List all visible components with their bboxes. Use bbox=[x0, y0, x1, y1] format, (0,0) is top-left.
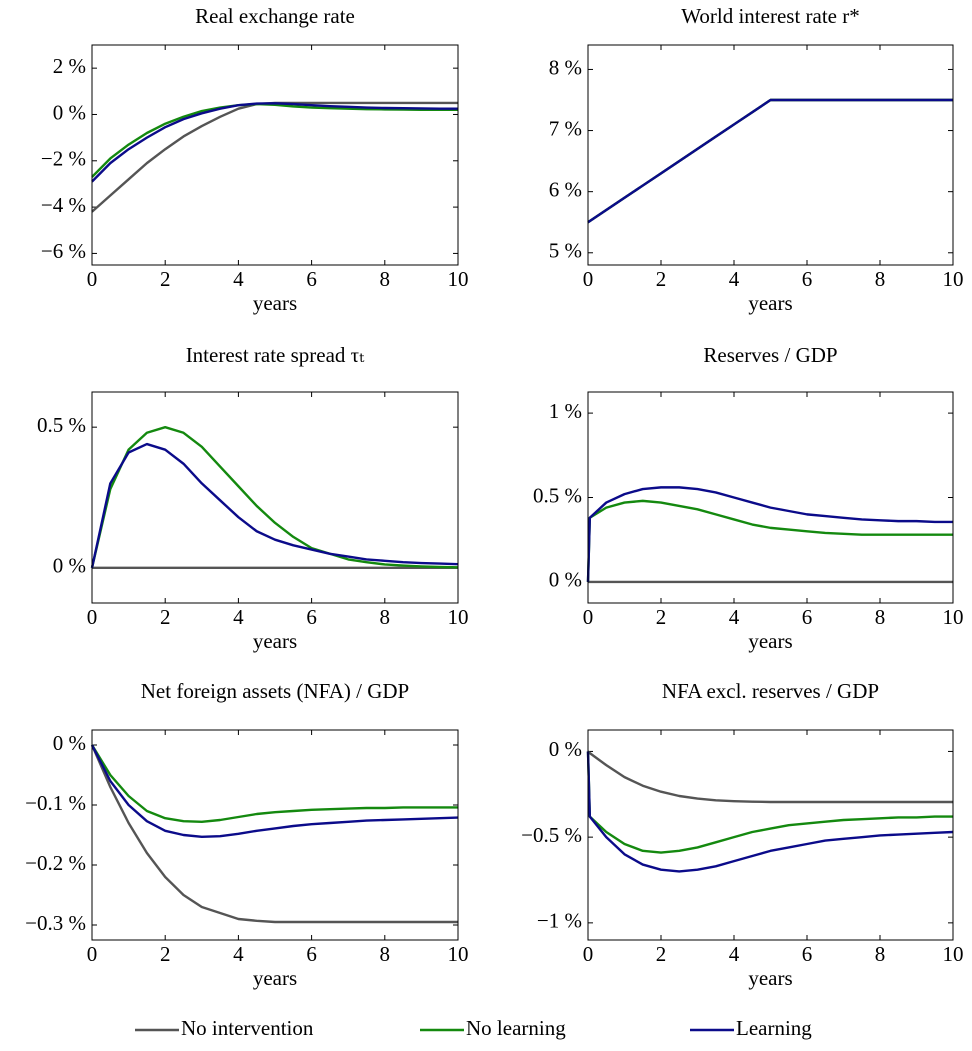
series-line bbox=[587, 98, 953, 224]
y-tick-label: 2 % bbox=[53, 54, 86, 78]
y-tick-label: 0 % bbox=[549, 737, 582, 761]
series-line bbox=[587, 98, 953, 224]
x-axis-label: years bbox=[253, 291, 297, 315]
x-tick-label: 4 bbox=[233, 942, 244, 966]
series-line bbox=[90, 744, 459, 838]
x-tick-label: 8 bbox=[875, 605, 886, 629]
x-tick-label: 8 bbox=[875, 942, 886, 966]
series-line bbox=[91, 101, 458, 213]
series-line bbox=[587, 750, 953, 804]
x-tick-label: 6 bbox=[306, 942, 317, 966]
x-axis-label: years bbox=[748, 291, 792, 315]
y-tick-label: −0.3 % bbox=[25, 911, 86, 935]
series-line bbox=[90, 744, 458, 823]
x-tick-label: 4 bbox=[729, 267, 740, 291]
y-tick-label: −1 % bbox=[537, 909, 582, 933]
series-line bbox=[90, 744, 458, 924]
y-tick-label: 8 % bbox=[549, 55, 582, 79]
y-tick-label: 0.5 % bbox=[37, 413, 86, 437]
y-tick-label: −0.1 % bbox=[25, 791, 86, 815]
x-tick-label: 10 bbox=[448, 942, 469, 966]
x-tick-label: 10 bbox=[943, 605, 964, 629]
x-tick-label: 8 bbox=[380, 267, 391, 291]
x-tick-label: 10 bbox=[943, 942, 964, 966]
x-tick-label: 10 bbox=[943, 267, 964, 291]
chart-title: NFA excl. reserves / GDP bbox=[662, 679, 879, 703]
legend-label: No learning bbox=[466, 1016, 566, 1040]
series-line bbox=[587, 98, 953, 224]
x-tick-label: 0 bbox=[583, 605, 594, 629]
plot-frame bbox=[587, 44, 954, 266]
y-tick-label: −2 % bbox=[41, 147, 86, 171]
chart-title: Net foreign assets (NFA) / GDP bbox=[141, 679, 410, 703]
x-tick-label: 6 bbox=[306, 605, 317, 629]
y-tick-label: −0.5 % bbox=[521, 823, 582, 847]
y-tick-label: 1 % bbox=[549, 399, 582, 423]
series-line bbox=[91, 102, 458, 178]
y-tick-label: 0 % bbox=[549, 568, 582, 592]
x-tick-label: 4 bbox=[233, 267, 244, 291]
series-line bbox=[586, 486, 953, 582]
x-tick-label: 8 bbox=[380, 942, 391, 966]
y-tick-label: 0.5 % bbox=[533, 483, 582, 507]
chart-title: Real exchange rate bbox=[195, 4, 355, 28]
x-tick-label: 10 bbox=[448, 267, 469, 291]
x-tick-label: 0 bbox=[583, 942, 594, 966]
y-tick-label: 5 % bbox=[549, 239, 582, 263]
x-tick-label: 2 bbox=[656, 942, 667, 966]
x-tick-label: 4 bbox=[233, 605, 244, 629]
y-tick-label: 6 % bbox=[549, 177, 582, 201]
y-tick-label: 0 % bbox=[53, 100, 86, 124]
chart-title: World interest rate r* bbox=[681, 4, 860, 28]
x-tick-label: 10 bbox=[448, 605, 469, 629]
series-line bbox=[586, 499, 953, 582]
y-tick-label: 0 % bbox=[53, 731, 86, 755]
x-tick-label: 2 bbox=[160, 942, 171, 966]
x-tick-label: 6 bbox=[802, 942, 813, 966]
legend-label: No intervention bbox=[181, 1016, 314, 1040]
x-tick-label: 4 bbox=[729, 942, 740, 966]
x-axis-label: years bbox=[253, 966, 297, 990]
x-tick-label: 6 bbox=[802, 605, 813, 629]
plot-frame bbox=[91, 391, 459, 604]
y-tick-label: −0.2 % bbox=[25, 851, 86, 875]
legend-label: Learning bbox=[736, 1016, 812, 1040]
x-tick-label: 4 bbox=[729, 605, 740, 629]
series-line bbox=[90, 425, 459, 569]
x-tick-label: 2 bbox=[656, 605, 667, 629]
x-axis-label: years bbox=[748, 966, 792, 990]
y-tick-label: 7 % bbox=[549, 116, 582, 140]
x-axis-label: years bbox=[253, 629, 297, 653]
x-tick-label: 0 bbox=[87, 267, 98, 291]
chart-title: Reserves / GDP bbox=[703, 343, 837, 367]
x-axis-label: years bbox=[748, 629, 792, 653]
chart-title: Interest rate spread τₜ bbox=[186, 343, 365, 367]
y-tick-label: −4 % bbox=[41, 193, 86, 217]
x-tick-label: 0 bbox=[87, 942, 98, 966]
x-tick-label: 2 bbox=[160, 267, 171, 291]
series-line bbox=[586, 751, 954, 873]
x-tick-label: 8 bbox=[380, 605, 391, 629]
series-line bbox=[586, 751, 953, 854]
plot-frame bbox=[587, 391, 954, 604]
x-tick-label: 2 bbox=[160, 605, 171, 629]
series-line bbox=[90, 442, 459, 569]
x-tick-label: 0 bbox=[583, 267, 594, 291]
series-line bbox=[91, 102, 458, 183]
x-tick-label: 0 bbox=[87, 605, 98, 629]
plot-frame bbox=[587, 729, 954, 941]
x-tick-label: 6 bbox=[802, 267, 813, 291]
plot-frame bbox=[91, 729, 459, 941]
y-tick-label: 0 % bbox=[53, 554, 86, 578]
x-tick-label: 8 bbox=[875, 267, 886, 291]
x-tick-label: 6 bbox=[306, 267, 317, 291]
x-tick-label: 2 bbox=[656, 267, 667, 291]
y-tick-label: −6 % bbox=[41, 239, 86, 263]
plot-frame bbox=[91, 44, 459, 266]
